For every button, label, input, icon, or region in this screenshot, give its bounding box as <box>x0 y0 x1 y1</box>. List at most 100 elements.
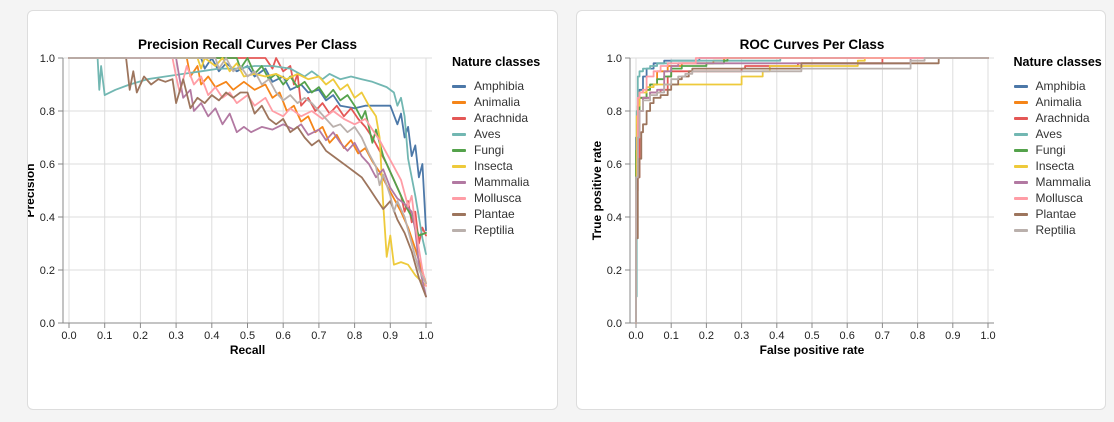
legend-item-label: Insecta <box>1035 159 1075 173</box>
series-line-mammalia <box>68 57 427 298</box>
legend-title: Nature classes <box>452 55 541 69</box>
legend-item-label: Aves <box>474 127 501 141</box>
legend-items: Amphibia Animalia Arachnida Aves Fungi Insect… <box>452 78 540 238</box>
x-tick-label: 0.8 <box>909 330 924 342</box>
legend-item-arachnida: Arachnida <box>1013 110 1102 126</box>
x-tick-label: 0.1 <box>663 330 678 342</box>
legend-swatch-icon <box>1013 228 1028 232</box>
legend-swatch-icon <box>1013 132 1028 136</box>
x-axis-title: Recall <box>230 343 265 357</box>
y-tick-label: 0.2 <box>40 265 55 277</box>
y-tick-label: 1.0 <box>40 53 55 65</box>
legend-item-label: Insecta <box>474 159 513 173</box>
precision-recall-svg: 0.0 0.1 0.2 0.3 0.4 0.5 0.6 0.7 0.8 0.9 1.0Recall0… <box>28 37 434 357</box>
legend-item-label: Aves <box>1035 127 1062 141</box>
y-tick-label: 0.8 <box>40 106 55 118</box>
series-line-plantae <box>68 57 427 298</box>
y-tick-label: 0.4 <box>606 212 621 224</box>
legend-item-animalia: Animalia <box>1013 94 1102 110</box>
legend-item-label: Amphibia <box>474 79 525 93</box>
legend-item-fungi: Fungi <box>452 142 540 158</box>
y-axis-title: True positive rate <box>590 140 604 240</box>
chart-title: ROC Curves Per Class <box>739 37 884 52</box>
legend: Nature classes Amphibia Animalia Arachnida… <box>1013 55 1102 238</box>
legend-title: Nature classes <box>1013 55 1102 69</box>
gridlines <box>63 57 432 324</box>
y-tick-label: 0.0 <box>40 318 55 330</box>
chart-title: Precision Recall Curves Per Class <box>138 37 357 52</box>
legend-item-arachnida: Arachnida <box>452 110 540 126</box>
legend-swatch-icon <box>1013 164 1028 168</box>
x-tick-label: 0.7 <box>311 330 326 342</box>
legend-item-label: Reptilia <box>1035 223 1076 237</box>
x-axis: 0.0 0.1 0.2 0.3 0.4 0.5 0.6 0.7 0.8 0.9 1.0 False p… <box>628 322 995 357</box>
legend-item-mollusca: Mollusca <box>452 190 540 206</box>
gridlines <box>629 57 994 324</box>
legend-item-plantae: Plantae <box>1013 206 1102 222</box>
series-line-aves <box>68 57 427 256</box>
x-tick-label: 0.0 <box>628 330 643 342</box>
x-tick-label: 0.3 <box>168 330 183 342</box>
legend-item-label: Fungi <box>1035 143 1066 157</box>
legend-item-amphibia: Amphibia <box>1013 78 1102 94</box>
x-tick-label: 1.0 <box>980 330 995 342</box>
series-line-reptilia <box>634 57 989 324</box>
precision-recall-card: 0.0 0.1 0.2 0.3 0.4 0.5 0.6 0.7 0.8 0.9 1.0 Recall 0… <box>27 10 558 410</box>
legend-swatch-icon <box>452 180 466 184</box>
x-tick-label: 0.7 <box>874 330 889 342</box>
y-tick-label: 0.6 <box>606 159 621 171</box>
legend-item-insecta: Insecta <box>452 158 540 174</box>
legend-item-label: Fungi <box>474 143 505 157</box>
legend-swatch-icon <box>1013 196 1028 200</box>
roc-chart: 0.0 0.1 0.2 0.3 0.4 0.5 0.6 0.7 0.8 0.9 1.0 False p… <box>577 11 1007 379</box>
series-line-aves <box>634 57 989 324</box>
x-tick-label: 0.0 <box>61 330 76 342</box>
legend-item-plantae: Plantae <box>452 206 540 222</box>
legend-swatch-icon <box>452 84 466 88</box>
legend-swatch-icon <box>1013 148 1028 152</box>
legend-swatch-icon <box>452 212 466 216</box>
legend-swatch-icon <box>452 132 466 136</box>
legend-item-label: Mollusca <box>1035 191 1083 205</box>
legend-item-label: Reptilia <box>474 223 515 237</box>
legend-item-label: Arachnida <box>1035 111 1090 125</box>
series-line-insecta <box>68 57 427 287</box>
legend-swatch-icon <box>452 116 466 120</box>
x-tick-label: 0.2 <box>133 330 148 342</box>
x-tick-label: 1.0 <box>418 330 433 342</box>
legend-item-mammalia: Mammalia <box>1013 174 1102 190</box>
roc-card: 0.0 0.1 0.2 0.3 0.4 0.5 0.6 0.7 0.8 0.9 1.0 False p… <box>575 10 1106 410</box>
x-axis-title: False positive rate <box>759 343 864 357</box>
legend-item-label: Animalia <box>1035 95 1082 109</box>
legend-item-mammalia: Mammalia <box>452 174 540 190</box>
x-tick-label: 0.6 <box>276 330 291 342</box>
legend-item-label: Amphibia <box>1035 79 1086 93</box>
series-line-reptilia <box>68 57 427 285</box>
legend-items: Amphibia Animalia Arachnida Aves Fungi Insect… <box>1013 78 1102 238</box>
legend-swatch-icon <box>1013 84 1028 88</box>
series-line-mollusca <box>68 57 427 287</box>
legend-item-aves: Aves <box>452 126 540 142</box>
series-lines <box>68 57 427 298</box>
y-tick-label: 0.2 <box>606 265 621 277</box>
legend-swatch-icon <box>452 100 466 104</box>
x-tick-label: 0.6 <box>839 330 854 342</box>
y-axis: 0.0 0.2 0.4 0.6 0.8 1.0 True positive rate <box>590 53 630 330</box>
legend-swatch-icon <box>1013 100 1028 104</box>
x-tick-label: 0.4 <box>769 330 784 342</box>
legend-swatch-icon <box>1013 180 1028 184</box>
precision-recall-chart: 0.0 0.1 0.2 0.3 0.4 0.5 0.6 0.7 0.8 0.9 1.0 Recall 0… <box>28 11 458 379</box>
x-tick-label: 0.4 <box>204 330 219 342</box>
legend-item-insecta: Insecta <box>1013 158 1102 174</box>
x-tick-label: 0.9 <box>945 330 960 342</box>
x-tick-label: 0.9 <box>383 330 398 342</box>
legend-item-fungi: Fungi <box>1013 142 1102 158</box>
legend: Nature classes Amphibia Animalia Arachnida… <box>452 55 540 238</box>
legend-item-label: Plantae <box>474 207 515 221</box>
x-tick-label: 0.8 <box>347 330 362 342</box>
x-axis: 0.0 0.1 0.2 0.3 0.4 0.5 0.6 0.7 0.8 0.9 1.0 Recall <box>61 322 434 357</box>
legend-item-label: Mammalia <box>1035 175 1091 189</box>
legend-item-amphibia: Amphibia <box>452 78 540 94</box>
y-tick-label: 0.8 <box>606 106 621 118</box>
